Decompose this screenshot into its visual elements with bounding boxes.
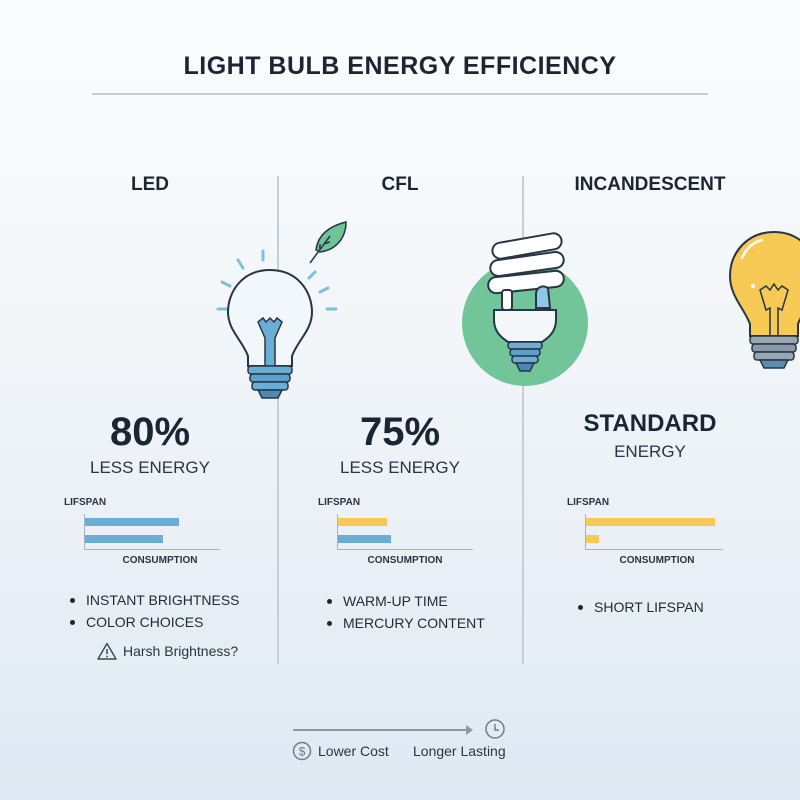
consumption-bar [338, 535, 391, 543]
led-bulb-with-leaf-icon [25, 208, 347, 418]
incandescent-bulb-icon [525, 208, 800, 418]
chart-y-label: LIFSPAN [567, 497, 610, 508]
column-incandescent: INCANDESCENT STANDARD ENERGY [525, 170, 800, 461]
column-title: LED [131, 174, 169, 195]
cfl-features-list: WARM-UP TIME MERCURY CONTENT [325, 590, 485, 634]
legend-arrow [293, 729, 469, 731]
energy-savings-value: 80% [109, 410, 191, 454]
list-item: COLOR CHOICES [68, 611, 240, 633]
column-title: CFL [381, 174, 419, 195]
chart-y-label: LIFSPAN [64, 497, 107, 508]
column-divider [522, 176, 524, 664]
svg-text:$: $ [299, 745, 306, 759]
chart-axes [585, 514, 723, 550]
clock-icon [485, 719, 505, 739]
chart-x-label: CONSUMPTION [367, 555, 443, 566]
column-title: INCANDESCENT [574, 174, 726, 195]
energy-savings-label: LESS ENERGY [90, 458, 210, 477]
lifespan-bar [85, 518, 179, 526]
cfl-spiral-bulb-icon [275, 208, 588, 418]
warning-triangle-icon [97, 642, 117, 660]
chart-x-label: CONSUMPTION [619, 555, 695, 566]
energy-savings-label: LESS ENERGY [340, 458, 460, 477]
energy-savings-value: 75% [359, 410, 441, 454]
consumption-bar [586, 535, 599, 543]
longer-lasting-label: Longer Lasting [413, 743, 506, 759]
chart-x-label: CONSUMPTION [122, 555, 198, 566]
energy-level-value: STANDARD [583, 410, 717, 437]
dollar-circle-icon: $ [292, 741, 312, 761]
lower-cost-label: Lower Cost [318, 743, 389, 759]
incandescent-features-list: SHORT LIFSPAN [576, 596, 704, 618]
arrow-head-icon [466, 725, 473, 735]
consumption-bar [85, 535, 163, 543]
chart-axes [84, 514, 220, 550]
warning-text: Harsh Brightness? [123, 643, 239, 659]
list-item: WARM-UP TIME [325, 590, 485, 612]
energy-level-label: ENERGY [614, 442, 686, 461]
list-item: MERCURY CONTENT [325, 612, 485, 634]
list-item: INSTANT BRIGHTNESS [68, 589, 240, 611]
column-divider [277, 176, 279, 664]
list-item: SHORT LIFSPAN [576, 596, 704, 618]
lifespan-bar [338, 518, 387, 526]
column-cfl: CFL 75% LESS ENERGY [275, 170, 588, 477]
lifespan-bar [586, 518, 715, 526]
chart-y-label: LIFSPAN [318, 497, 361, 508]
column-led: LED 80% LESS ENERGY [25, 170, 347, 477]
chart-axes [337, 514, 473, 550]
led-warning: Harsh Brightness? [97, 642, 238, 660]
led-features-list: INSTANT BRIGHTNESS COLOR CHOICES [68, 589, 240, 633]
page-title: LIGHT BULB ENERGY EFFICIENCY [183, 52, 617, 80]
title-divider [92, 93, 708, 95]
